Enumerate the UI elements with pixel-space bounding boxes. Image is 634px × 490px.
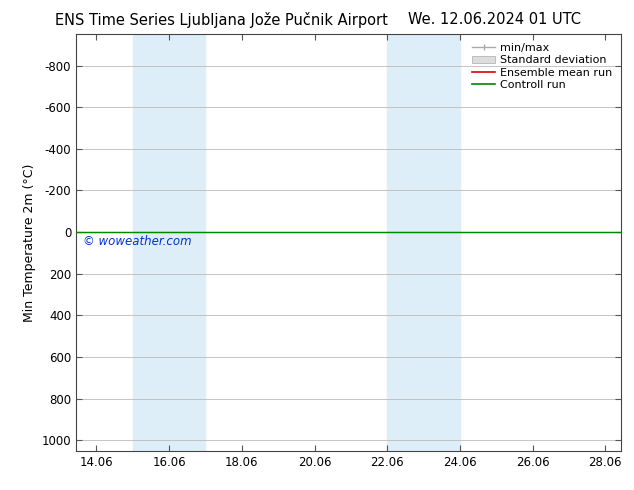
Legend: min/max, Standard deviation, Ensemble mean run, Controll run: min/max, Standard deviation, Ensemble me… — [469, 40, 616, 93]
Text: ENS Time Series Ljubljana Jože Pučnik Airport: ENS Time Series Ljubljana Jože Pučnik Ai… — [55, 12, 389, 28]
Y-axis label: Min Temperature 2m (°C): Min Temperature 2m (°C) — [23, 163, 36, 322]
Text: © woweather.com: © woweather.com — [83, 235, 192, 247]
Text: We. 12.06.2024 01 UTC: We. 12.06.2024 01 UTC — [408, 12, 581, 27]
Bar — [133, 34, 205, 451]
Bar — [387, 34, 460, 451]
